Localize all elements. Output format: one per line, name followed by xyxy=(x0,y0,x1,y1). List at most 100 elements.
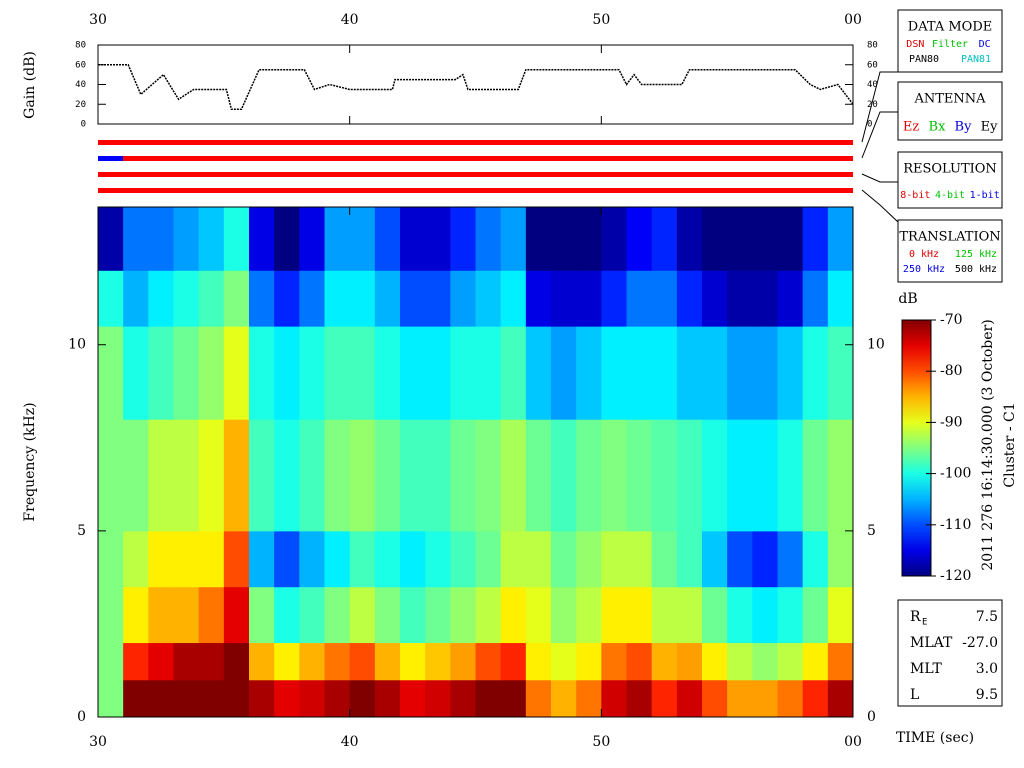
y-tick-label: 10 xyxy=(867,337,885,353)
heatmap-cell xyxy=(651,419,678,532)
heatmap-cell xyxy=(374,586,401,644)
heatmap-cell xyxy=(676,419,703,532)
heatmap-cell xyxy=(727,679,753,718)
heatmap-cell xyxy=(802,270,829,327)
heatmap-cell xyxy=(425,270,451,327)
heatmap-cell xyxy=(475,679,502,718)
heatmap-cell xyxy=(349,642,376,681)
heatmap-cell xyxy=(274,679,300,718)
panel-item: 0 kHz xyxy=(909,249,939,260)
heatmap-cell xyxy=(702,586,728,644)
heatmap-cell xyxy=(551,419,577,532)
heatmap-cell xyxy=(198,530,225,588)
colorbar-tick-label: -70 xyxy=(940,312,963,328)
heatmap-cell xyxy=(651,326,678,420)
heatmap-cell xyxy=(752,679,778,718)
heatmap-cell xyxy=(500,642,527,681)
x-tick-label: 00 xyxy=(844,734,862,750)
panel-item: Ez xyxy=(903,120,919,135)
heatmap-cell xyxy=(752,207,778,271)
heatmap-cell xyxy=(173,679,200,718)
y-tick-label: 60 xyxy=(75,60,86,70)
x-axis-label: TIME (sec) xyxy=(896,730,974,746)
heatmap-cell xyxy=(827,270,854,327)
heatmap-cell xyxy=(299,679,325,718)
heatmap-cell xyxy=(425,207,451,271)
heatmap-cell xyxy=(525,530,552,588)
heatmap-cell xyxy=(173,586,200,644)
heatmap-cell xyxy=(651,642,678,681)
y-tick-label: 40 xyxy=(75,80,86,90)
panel-item: Bx xyxy=(929,120,947,135)
heatmap-cell xyxy=(400,642,426,681)
mode-panel xyxy=(897,9,1003,73)
heatmap-cell xyxy=(500,586,527,644)
heatmap-cell xyxy=(123,586,149,644)
caption-date: 2011 276 16:14:30.000 (3 October) xyxy=(980,319,996,570)
heatmap-cell xyxy=(425,530,451,588)
heatmap-cell xyxy=(576,642,602,681)
heatmap-cell xyxy=(324,642,351,681)
heatmap-cell xyxy=(626,207,653,271)
y-tick-label: 20 xyxy=(867,100,878,110)
y-tick-label: 80 xyxy=(867,41,878,51)
heatmap-cell xyxy=(651,530,678,588)
heatmap-cell xyxy=(626,270,653,327)
heatmap-cell xyxy=(752,530,778,588)
y-tick-label: 5 xyxy=(867,523,876,539)
heatmap-cell xyxy=(702,642,728,681)
y-tick-label: 60 xyxy=(867,60,878,70)
heatmap-cell xyxy=(223,207,250,271)
heatmap-cell xyxy=(601,419,627,532)
heatmap-cell xyxy=(500,326,527,420)
heatmap-cell xyxy=(576,326,602,420)
heatmap-cell xyxy=(324,679,351,718)
heatmap-cell xyxy=(475,419,502,532)
heatmap-cell xyxy=(148,270,174,327)
heatmap-cell xyxy=(274,270,300,327)
orbit-value: 9.5 xyxy=(976,687,998,703)
heatmap-cell xyxy=(601,207,627,271)
heatmap-cell xyxy=(727,207,753,271)
heatmap-cell xyxy=(349,586,376,644)
heatmap-cell xyxy=(601,642,627,681)
heatmap-cell xyxy=(802,419,829,532)
status-bar xyxy=(98,156,853,161)
heatmap-cell xyxy=(450,419,476,532)
panel-item: PAN81 xyxy=(961,54,991,65)
heatmap-cell xyxy=(123,642,149,681)
heatmap-cell xyxy=(374,642,401,681)
heatmap-cell xyxy=(223,530,250,588)
heatmap-cell xyxy=(676,270,703,327)
heatmap-cell xyxy=(198,270,225,327)
caption-source: Cluster - C1 xyxy=(1002,402,1018,487)
heatmap-cell xyxy=(173,207,200,271)
heatmap-cell xyxy=(450,679,476,718)
orbit-value: -27.0 xyxy=(962,635,998,651)
orbit-label-sub: E xyxy=(922,618,927,628)
status-bar xyxy=(98,140,853,145)
heatmap-cell xyxy=(123,679,149,718)
heatmap-cell xyxy=(198,326,225,420)
y-tick-label: 20 xyxy=(75,100,86,110)
heatmap-cell xyxy=(173,326,200,420)
heatmap-cell xyxy=(802,530,829,588)
heatmap-cell xyxy=(500,207,527,271)
heatmap-cell xyxy=(299,642,325,681)
heatmap-cell xyxy=(676,642,703,681)
panel-item: Ey xyxy=(981,120,998,135)
heatmap-cell xyxy=(98,326,124,420)
heatmap-cell xyxy=(198,419,225,532)
heatmap-cell xyxy=(249,270,275,327)
heatmap-cell xyxy=(249,642,275,681)
heatmap-cell xyxy=(450,326,476,420)
heatmap-cell xyxy=(349,530,376,588)
heatmap-cell xyxy=(475,642,502,681)
heatmap-cell xyxy=(425,419,451,532)
heatmap-cell xyxy=(525,419,552,532)
orbit-value: 3.0 xyxy=(976,661,998,677)
heatmap-cell xyxy=(802,642,829,681)
heatmap-cell xyxy=(676,679,703,718)
connector xyxy=(861,189,899,223)
heatmap-cell xyxy=(98,679,124,718)
